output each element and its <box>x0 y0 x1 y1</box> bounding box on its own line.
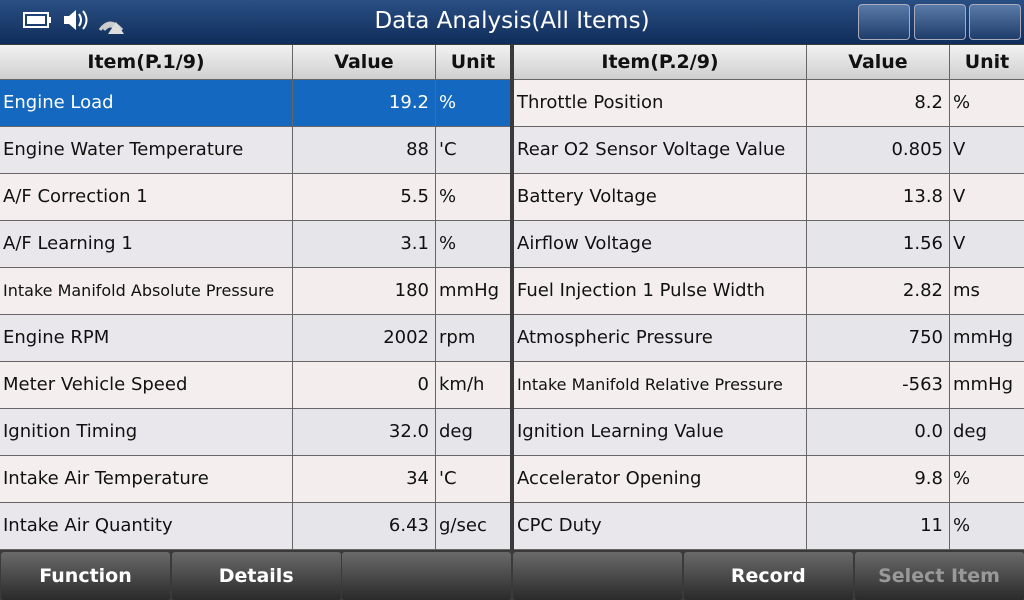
button[interactable]: Record <box>683 552 853 600</box>
item-name[interactable]: Engine Load <box>0 80 292 126</box>
item-name[interactable]: Ignition Timing <box>0 409 292 455</box>
column-header: Unit <box>950 45 1024 79</box>
item-name[interactable]: Ignition Learning Value <box>514 409 806 455</box>
item-unit[interactable]: V <box>950 127 1024 173</box>
item-value[interactable]: 0.0 <box>807 409 949 455</box>
button: Select Item <box>854 552 1024 600</box>
home-button[interactable] <box>969 4 1021 40</box>
status-icons <box>23 10 124 34</box>
button <box>513 552 683 600</box>
column-header: Item(P.1/9) <box>0 45 292 79</box>
item-unit[interactable]: g/sec <box>436 503 510 549</box>
item-unit[interactable]: mmHg <box>436 268 510 314</box>
item-value[interactable]: 32.0 <box>293 409 435 455</box>
item-unit[interactable]: mmHg <box>950 315 1024 361</box>
item-name[interactable]: Intake Manifold Relative Pressure <box>514 362 806 408</box>
item-value[interactable]: 9.8 <box>807 456 949 502</box>
item-unit[interactable]: % <box>436 80 510 126</box>
item-unit[interactable]: % <box>950 80 1024 126</box>
item-value[interactable]: 1.56 <box>807 221 949 267</box>
item-name[interactable]: A/F Correction 1 <box>0 174 292 220</box>
item-name[interactable]: Engine RPM <box>0 315 292 361</box>
item-name[interactable]: Intake Air Quantity <box>0 503 292 549</box>
item-value[interactable]: 5.5 <box>293 174 435 220</box>
item-value[interactable]: 6.43 <box>293 503 435 549</box>
title: Data Analysis(All Items) <box>374 8 650 34</box>
title-bar: Data Analysis(All Items) <box>0 0 1024 44</box>
item-value[interactable]: 180 <box>293 268 435 314</box>
item-name[interactable]: Rear O2 Sensor Voltage Value <box>514 127 806 173</box>
item-value[interactable]: 2002 <box>293 315 435 361</box>
item-unit[interactable]: mmHg <box>950 362 1024 408</box>
item-value[interactable]: 11 <box>807 503 949 549</box>
item-value[interactable]: 750 <box>807 315 949 361</box>
button[interactable]: Function <box>1 552 170 600</box>
column-header: Value <box>807 45 949 79</box>
back-button[interactable] <box>914 4 966 40</box>
item-value[interactable]: 34 <box>293 456 435 502</box>
screenshot-button[interactable] <box>858 4 910 40</box>
item-unit[interactable]: % <box>950 503 1024 549</box>
item-name[interactable]: Fuel Injection 1 Pulse Width <box>514 268 806 314</box>
item-name[interactable]: Throttle Position <box>514 80 806 126</box>
column-header: Unit <box>436 45 510 79</box>
item-unit[interactable]: % <box>436 174 510 220</box>
button <box>342 552 512 600</box>
item-name[interactable]: Intake Air Temperature <box>0 456 292 502</box>
item-unit[interactable]: V <box>950 221 1024 267</box>
item-name[interactable]: Atmospheric Pressure <box>514 315 806 361</box>
item-unit[interactable]: deg <box>950 409 1024 455</box>
item-value[interactable]: 3.1 <box>293 221 435 267</box>
item-value[interactable]: 2.82 <box>807 268 949 314</box>
item-name[interactable]: Engine Water Temperature <box>0 127 292 173</box>
item-name[interactable]: Meter Vehicle Speed <box>0 362 292 408</box>
item-unit[interactable]: rpm <box>436 315 510 361</box>
item-unit[interactable]: km/h <box>436 362 510 408</box>
data-table: Item(P.2/9) Value Unit Throttle Position 8.2… <box>514 45 1024 550</box>
item-value[interactable]: 8.2 <box>807 80 949 126</box>
data-table: Item(P.1/9) Value Unit Engine Load 19.2% Engi… <box>0 45 510 550</box>
item-unit[interactable]: 'C <box>436 456 510 502</box>
column-header: Item(P.2/9) <box>514 45 806 79</box>
item-name[interactable]: Intake Manifold Absolute Pressure <box>0 268 292 314</box>
item-unit[interactable]: ms <box>950 268 1024 314</box>
item-unit[interactable]: 'C <box>436 127 510 173</box>
item-name[interactable]: A/F Learning 1 <box>0 221 292 267</box>
item-value[interactable]: 0 <box>293 362 435 408</box>
item-unit[interactable]: % <box>950 456 1024 502</box>
column-header: Value <box>293 45 435 79</box>
item-unit[interactable]: V <box>950 174 1024 220</box>
item-value[interactable]: -563 <box>807 362 949 408</box>
item-value[interactable]: 19.2 <box>293 80 435 126</box>
button[interactable]: Details <box>171 552 341 600</box>
item-name[interactable]: Accelerator Opening <box>514 456 806 502</box>
item-value[interactable]: 88 <box>293 127 435 173</box>
item-unit[interactable]: deg <box>436 409 510 455</box>
item-unit[interactable]: % <box>436 221 510 267</box>
item-name[interactable]: Airflow Voltage <box>514 221 806 267</box>
item-name[interactable]: Battery Voltage <box>514 174 806 220</box>
item-name[interactable]: CPC Duty <box>514 503 806 549</box>
item-value[interactable]: 13.8 <box>807 174 949 220</box>
item-value[interactable]: 0.805 <box>807 127 949 173</box>
